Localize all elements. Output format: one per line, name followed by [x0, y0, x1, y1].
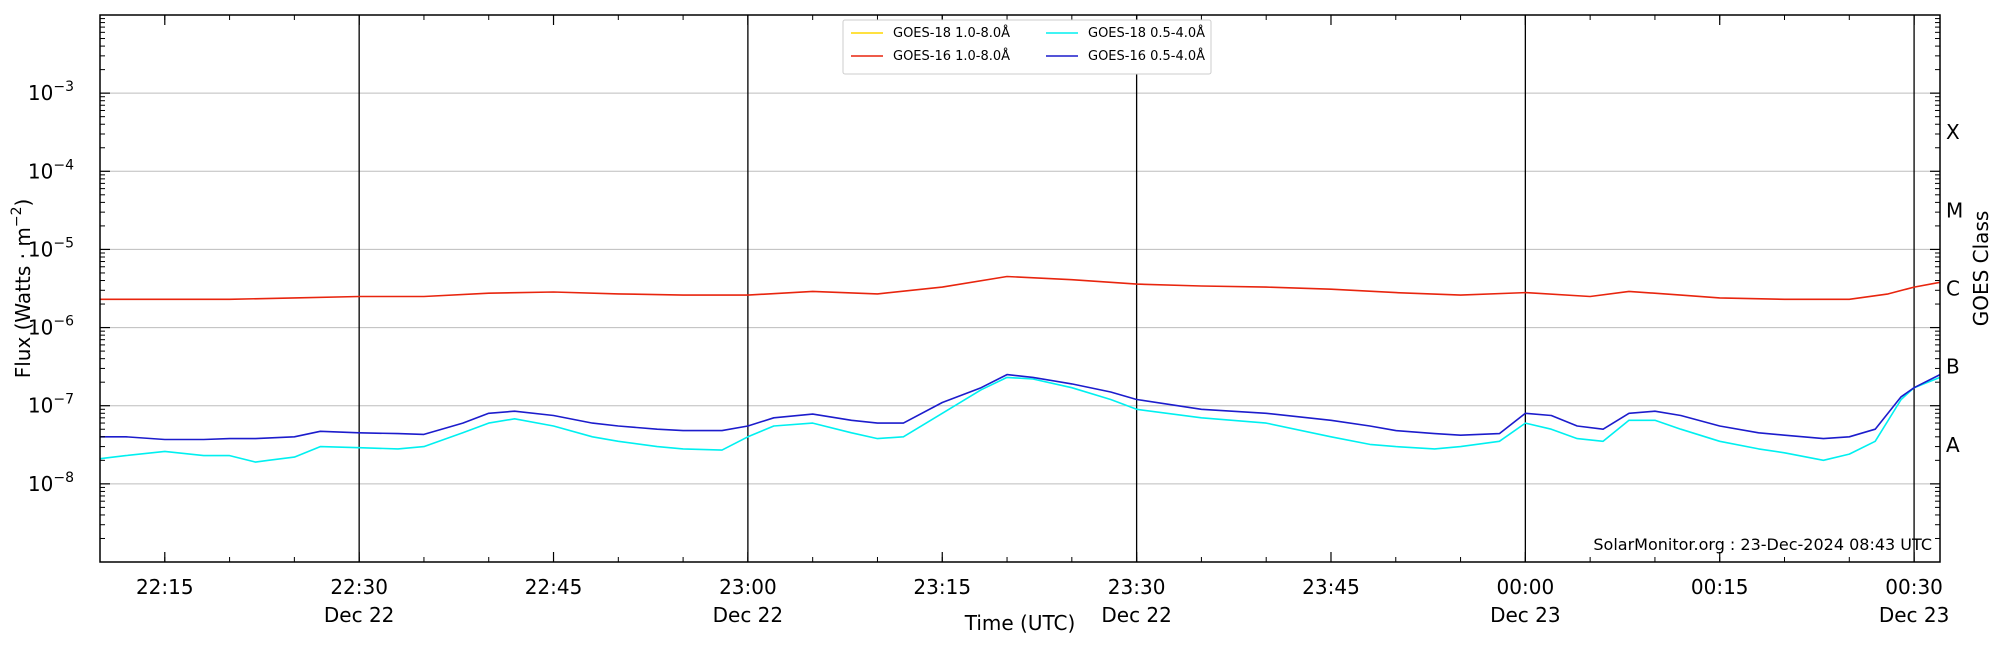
legend: GOES-18 1.0-8.0Å GOES-16 1.0-8.0Å GOES-18 … [842, 19, 1212, 75]
legend-item: GOES-18 1.0-8.0Å [851, 25, 1010, 41]
x-tick-label: 22:30 [330, 575, 388, 599]
y-tick-label: 10−7 [28, 392, 74, 418]
x-tick-label: 22:45 [525, 575, 583, 599]
y-tick-label: 10−4 [28, 157, 74, 183]
legend-label: GOES-16 1.0-8.0Å [893, 48, 1010, 64]
plot-frame [99, 14, 1941, 563]
x-tick-label: 23:00 [719, 575, 777, 599]
axis-ticks [99, 15, 1940, 562]
x-tick-label: 23:15 [913, 575, 971, 599]
legend-label: GOES-16 0.5-4.0Å [1088, 48, 1205, 64]
credit-annotation: SolarMonitor.org : 23-Dec-2024 08:43 UTC [1593, 535, 1932, 554]
x-tick-label: 23:45 [1302, 575, 1360, 599]
x-tick-date-label: Dec 23 [1879, 603, 1950, 627]
legend-label: GOES-18 1.0-8.0Å [893, 25, 1010, 41]
goes-class-label: B [1946, 355, 1960, 379]
x-tick-date-label: Dec 22 [713, 603, 784, 627]
goes-class-label: X [1946, 120, 1960, 144]
series-line [99, 376, 1941, 463]
day-vertical-lines [358, 15, 1915, 562]
goes-class-labels: X M C B A [1946, 120, 1963, 457]
x-tick-label: 00:00 [1497, 575, 1555, 599]
legend-items: GOES-18 1.0-8.0Å GOES-16 1.0-8.0Å GOES-18 … [851, 25, 1205, 64]
x-tick-label: 00:15 [1691, 575, 1749, 599]
right-axis-title: GOES Class [1969, 211, 1993, 327]
legend-box [842, 19, 1212, 75]
y-tick-labels: 10−3 10−4 10−5 10−6 10−7 10−8 [28, 79, 74, 496]
x-axis-title: Time (UTC) [964, 611, 1076, 635]
x-tick-label: 00:30 [1885, 575, 1943, 599]
grid-lines [100, 92, 1940, 485]
x-tick-date-label: Dec 22 [324, 603, 395, 627]
y-tick-label: 10−6 [28, 314, 74, 340]
legend-item: GOES-18 0.5-4.0Å [1046, 25, 1205, 41]
y-tick-label: 10−3 [28, 79, 74, 105]
series-line [100, 275, 1941, 301]
x-tick-label: 23:30 [1108, 575, 1166, 599]
goes-class-label: M [1946, 198, 1963, 222]
legend-label: GOES-18 0.5-4.0Å [1088, 25, 1205, 41]
series-line [100, 373, 1941, 441]
y-tick-label: 10−8 [28, 470, 74, 496]
y-tick-label: 10−5 [28, 235, 74, 261]
x-tick-label: 22:15 [136, 575, 194, 599]
x-tick-date-label: Dec 22 [1101, 603, 1172, 627]
goes-class-label: C [1946, 277, 1960, 301]
legend-item: GOES-16 1.0-8.0Å [851, 48, 1010, 64]
series-lines [99, 275, 1941, 463]
legend-item: GOES-16 0.5-4.0Å [1046, 48, 1205, 64]
x-tick-date-label: Dec 23 [1490, 603, 1561, 627]
y-axis-title: Flux (Watts · m−2) [9, 199, 35, 379]
x-tick-labels: 22:15 22:30 Dec 22 22:45 23:00 Dec 22 23:15 23:… [136, 575, 1949, 627]
goes-class-label: A [1946, 433, 1960, 457]
